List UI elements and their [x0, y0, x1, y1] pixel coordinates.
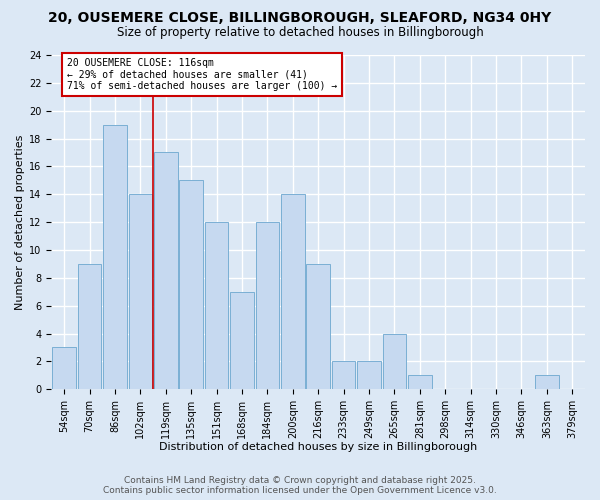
Bar — [230, 292, 254, 389]
Bar — [128, 194, 152, 389]
Bar — [357, 362, 381, 389]
X-axis label: Distribution of detached houses by size in Billingborough: Distribution of detached houses by size … — [159, 442, 478, 452]
Bar — [281, 194, 305, 389]
Bar — [103, 124, 127, 389]
Bar — [535, 376, 559, 389]
Bar — [154, 152, 178, 389]
Bar — [52, 348, 76, 389]
Text: Contains HM Land Registry data © Crown copyright and database right 2025.
Contai: Contains HM Land Registry data © Crown c… — [103, 476, 497, 495]
Y-axis label: Number of detached properties: Number of detached properties — [15, 134, 25, 310]
Bar — [179, 180, 203, 389]
Text: 20 OUSEMERE CLOSE: 116sqm
← 29% of detached houses are smaller (41)
71% of semi-: 20 OUSEMERE CLOSE: 116sqm ← 29% of detac… — [67, 58, 337, 91]
Bar — [307, 264, 330, 389]
Text: Size of property relative to detached houses in Billingborough: Size of property relative to detached ho… — [116, 26, 484, 39]
Text: 20, OUSEMERE CLOSE, BILLINGBOROUGH, SLEAFORD, NG34 0HY: 20, OUSEMERE CLOSE, BILLINGBOROUGH, SLEA… — [49, 11, 551, 25]
Bar — [256, 222, 279, 389]
Bar — [77, 264, 101, 389]
Bar — [408, 376, 431, 389]
Bar — [383, 334, 406, 389]
Bar — [205, 222, 229, 389]
Bar — [332, 362, 355, 389]
